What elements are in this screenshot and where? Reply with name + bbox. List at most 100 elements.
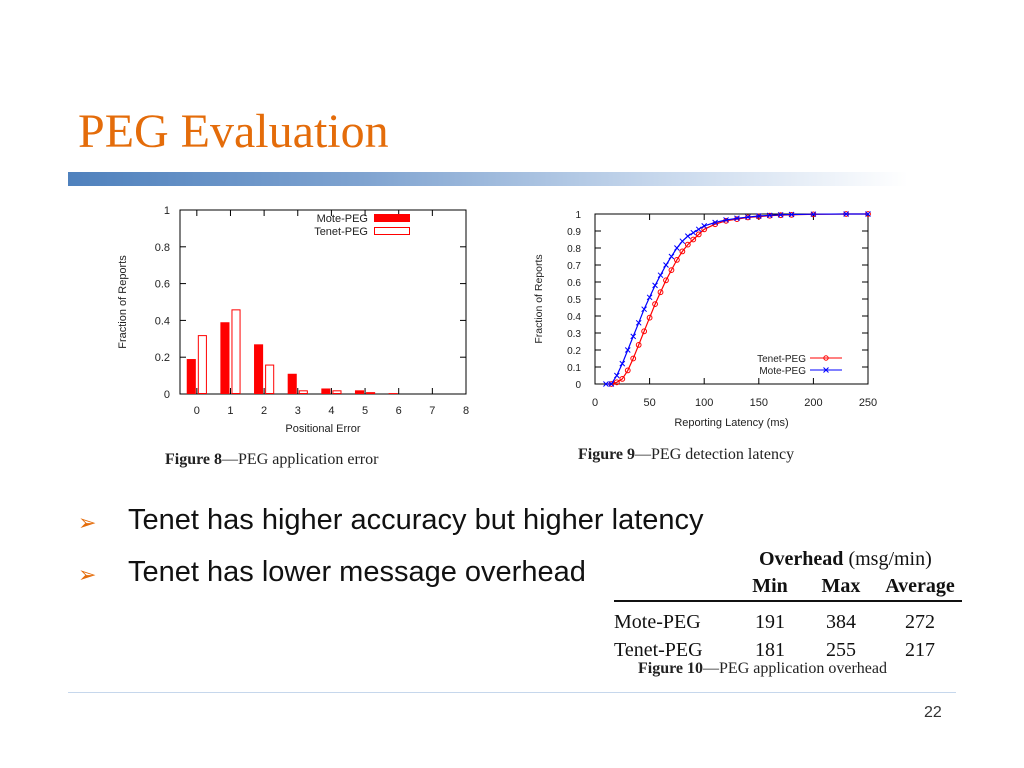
- data-point-mote-peg: [668, 253, 675, 260]
- x-tick-label: 6: [396, 405, 402, 417]
- data-point-tenet-peg: [701, 226, 708, 233]
- table-cell: 191: [755, 610, 785, 633]
- y-tick-label: 0.8: [567, 244, 581, 255]
- legend-label: Mote-PEG: [317, 213, 368, 225]
- data-point-tenet-peg: [663, 277, 669, 284]
- arrow-bullet-icon: ➢: [78, 510, 97, 535]
- figure-8-caption-text: —PEG application error: [222, 451, 379, 468]
- x-tick-label: 5: [362, 405, 368, 417]
- data-point-mote-peg: [652, 282, 658, 289]
- bar-tenet-peg: [265, 364, 275, 394]
- figure-9-caption: Figure 9—PEG detection latency: [578, 446, 794, 464]
- legend-swatch-mote: [374, 214, 410, 222]
- slide-title: PEG Evaluation: [78, 105, 389, 158]
- data-point-mote-peg: [865, 211, 871, 217]
- data-point-tenet-peg: [684, 241, 691, 248]
- bar-mote-peg: [186, 359, 196, 394]
- y-tick-label: 0.6: [567, 278, 581, 289]
- x-tick-label: 4: [328, 405, 334, 417]
- data-point-mote-peg: [777, 211, 784, 218]
- bar-mote-peg: [254, 344, 264, 394]
- table-cell: 217: [905, 638, 935, 661]
- bar-tenet-peg: [197, 335, 207, 394]
- x-tick-label: 150: [750, 397, 768, 409]
- figure-8-caption: Figure 8—PEG application error: [165, 451, 378, 469]
- figure-10-caption-text: —PEG application overhead: [703, 660, 887, 677]
- data-point-tenet-peg: [690, 236, 697, 243]
- y-tick-label: 0.4: [155, 315, 170, 327]
- overhead-title-bold: Overhead: [759, 548, 844, 570]
- x-axis-label: Positional Error: [285, 423, 361, 435]
- data-point-mote-peg: [695, 226, 702, 233]
- title-underline-bar: [68, 172, 908, 186]
- y-tick-label: 0.6: [155, 279, 170, 291]
- table-cell: 384: [826, 610, 856, 633]
- x-tick-label: 250: [859, 397, 877, 409]
- data-point-mote-peg: [608, 381, 615, 387]
- bar-mote-peg: [220, 322, 230, 394]
- y-tick-label: 1: [164, 205, 170, 217]
- page-number: 22: [924, 704, 942, 721]
- figure-10-caption-label: Figure 10: [638, 660, 704, 677]
- y-tick-label: 0.4: [567, 312, 581, 323]
- data-point-tenet-peg: [652, 301, 658, 307]
- x-tick-label: 0: [592, 397, 598, 409]
- figure-9-svg: 0 0.1 0.2 0.3 0.4 0.5 0.6 0.7 0.8 0.9 1 0 50 100 150 20…: [533, 210, 877, 429]
- bar-tenet-peg: [332, 390, 342, 395]
- figure-9-chart: 0 0.1 0.2 0.3 0.4 0.5 0.6 0.7 0.8 0.9 1 0 50 100 150 20…: [528, 204, 888, 440]
- table-cell: 255: [826, 638, 856, 661]
- data-point-tenet-peg: [635, 342, 642, 348]
- table-cell: 272: [905, 610, 935, 633]
- legend-label: Mote-PEG: [759, 366, 806, 377]
- data-point-mote-peg: [766, 212, 773, 219]
- data-point-tenet-peg: [646, 314, 653, 321]
- figure-8-caption-label: Figure 8: [165, 451, 223, 468]
- data-point-mote-peg: [630, 333, 637, 340]
- x-tick-label: 0: [194, 405, 200, 417]
- data-point-mote-peg: [843, 211, 850, 217]
- data-point-tenet-peg: [630, 355, 637, 362]
- y-tick-label: 0.2: [155, 352, 170, 364]
- data-point-mote-peg: [663, 262, 669, 268]
- bar-tenet-peg: [366, 392, 376, 395]
- figure-8-chart: 0 0.2 0.4 0.6 0.8 1 0 1 2 3 4 5 6 7 8 Mote-PEG Tenet-PEG…: [108, 200, 486, 444]
- data-point-tenet-peg: [624, 367, 631, 374]
- data-point-mote-peg: [641, 306, 647, 313]
- data-point-mote-peg: [646, 294, 653, 301]
- table-header-row: Min Max Average: [614, 572, 962, 602]
- figure-8-svg: 0 0.2 0.4 0.6 0.8 1 0 1 2 3 4 5 6 7 8 Mote-PEGTenet-PEG…: [117, 205, 469, 435]
- x-tick-label: 100: [695, 397, 713, 409]
- data-point-mote-peg: [613, 372, 620, 379]
- data-point-tenet-peg: [674, 257, 680, 263]
- y-tick-label: 0.8: [155, 242, 170, 254]
- figure-9-caption-text: —PEG detection latency: [635, 446, 795, 463]
- arrow-bullet-icon: ➢: [78, 562, 97, 587]
- bullet-text: Tenet has lower message overhead: [128, 556, 586, 588]
- overhead-table-title: Overhead (msg/min): [759, 548, 932, 571]
- data-point-mote-peg: [619, 360, 626, 367]
- column-header: Average: [878, 572, 962, 602]
- bullet-text: Tenet has higher accuracy but higher lat…: [128, 504, 704, 536]
- data-point-tenet-peg: [695, 231, 702, 238]
- table-cell: Mote-PEG: [614, 610, 701, 633]
- series-line-mote-peg: [605, 213, 868, 385]
- x-tick-label: 3: [295, 405, 301, 417]
- legend-label: Tenet-PEG: [757, 354, 806, 365]
- y-tick-label: 0: [164, 389, 170, 401]
- y-tick-label: 0.2: [567, 346, 581, 357]
- data-point-mote-peg: [657, 272, 664, 279]
- legend-swatch-tenet: [374, 227, 410, 235]
- data-point-mote-peg: [674, 245, 680, 251]
- data-point-tenet-peg: [657, 289, 664, 296]
- figure-10-caption: Figure 10—PEG application overhead: [638, 660, 887, 678]
- y-tick-label: 0.3: [567, 329, 581, 340]
- x-tick-label: 7: [429, 405, 435, 417]
- legend-marker-x: [823, 367, 829, 373]
- bar-tenet-peg: [298, 390, 308, 395]
- y-tick-label: 0.1: [567, 363, 581, 374]
- data-point-mote-peg: [684, 233, 691, 239]
- data-point-tenet-peg: [668, 267, 675, 273]
- data-point-mote-peg: [624, 347, 631, 353]
- x-tick-label: 8: [463, 405, 469, 417]
- y-tick-label: 0.9: [567, 227, 581, 238]
